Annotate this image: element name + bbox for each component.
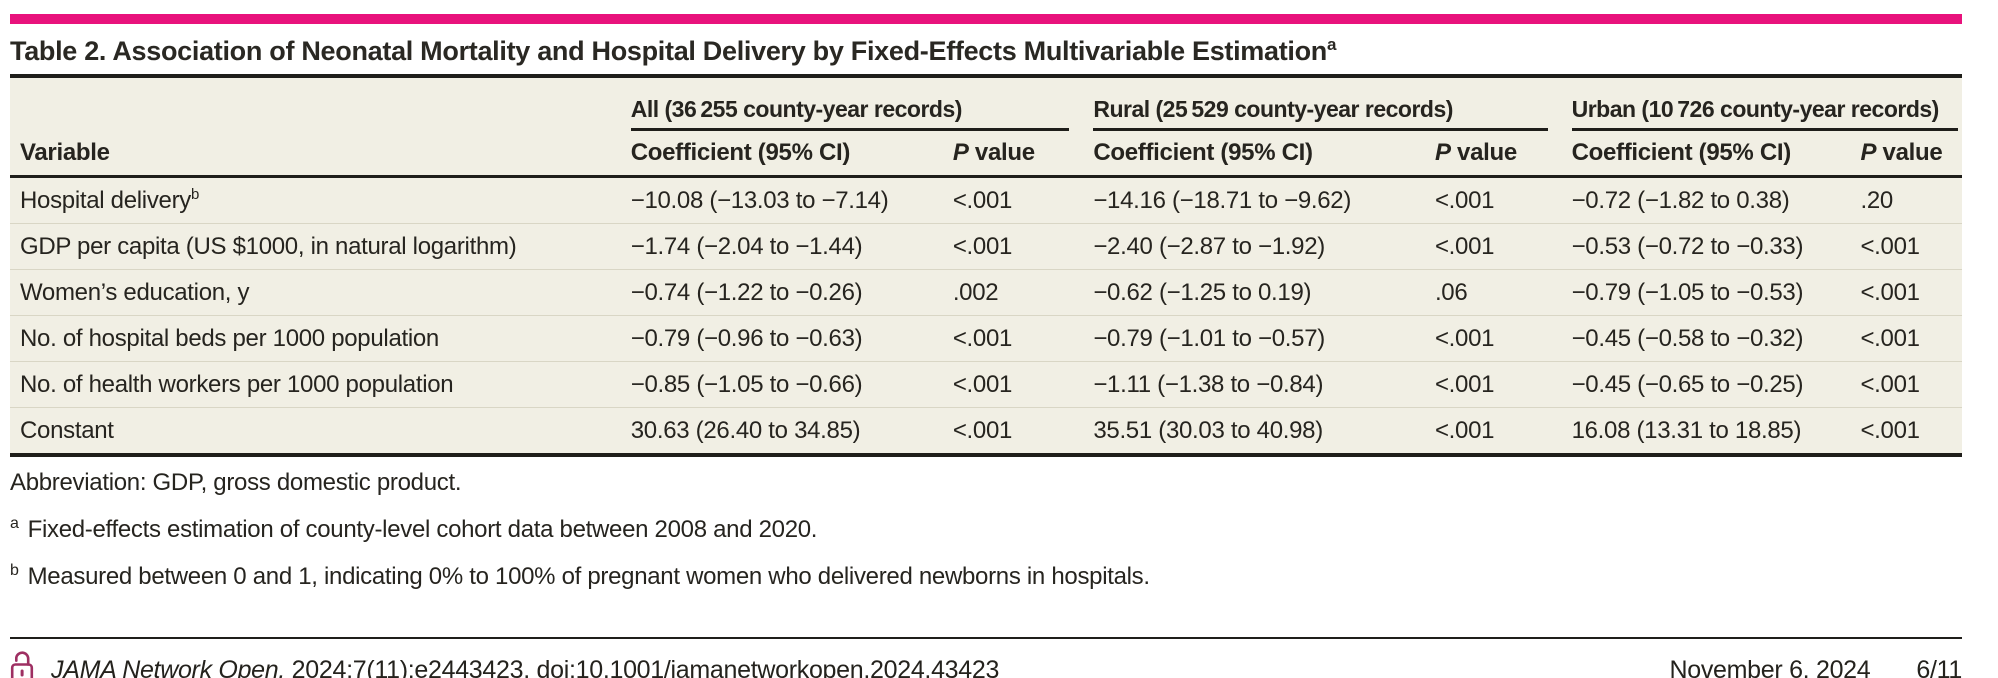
group-header-urban: Urban (10 726 county-year records) <box>1571 92 1958 131</box>
cell-variable: No. of health workers per 1000 populatio… <box>10 371 631 399</box>
variable-label: No. of hospital beds per 1000 population <box>20 324 439 352</box>
cell-urban-pvalue: <.001 <box>1860 416 1920 444</box>
p-italic: P <box>1434 139 1451 166</box>
table-row: Women’s education, y −0.74 (−1.22 to −0.… <box>10 269 1962 315</box>
cell-rural-coefficient: −14.16 (−18.71 to −9.62) <box>1093 186 1352 214</box>
group-header-row: All (36 255 county-year records) Rural (… <box>10 78 1962 131</box>
cell-all-pvalue: .002 <box>952 278 999 306</box>
cell-all-coefficient: 30.63 (26.40 to 34.85) <box>630 416 861 444</box>
cell-rural-coefficient: 35.51 (30.03 to 40.98) <box>1093 416 1323 444</box>
table-row: GDP per capita (US $1000, in natural log… <box>10 223 1962 269</box>
citation-details: 2024;7(11):e2443423. doi:10.1001/jamanet… <box>285 655 1000 678</box>
variable-label: Constant <box>20 416 114 444</box>
column-header-variable: Variable <box>20 139 110 166</box>
cell-urban-coefficient: 16.08 (13.31 to 18.85) <box>1571 416 1802 444</box>
variable-label: No. of health workers per 1000 populatio… <box>20 370 454 398</box>
cell-rural-pvalue: <.001 <box>1434 370 1495 398</box>
cell-urban-pvalue: <.001 <box>1860 232 1920 260</box>
cell-rural-pvalue: <.001 <box>1434 186 1495 214</box>
cell-urban-coefficient: −0.45 (−0.58 to −0.32) <box>1571 324 1804 352</box>
abbreviation-note: Abbreviation: GDP, gross domestic produc… <box>10 469 462 496</box>
cell-variable: GDP per capita (US $1000, in natural log… <box>10 233 631 261</box>
open-access-lock-icon <box>10 649 37 678</box>
cell-rural-coefficient: −0.79 (−1.01 to −0.57) <box>1093 324 1325 352</box>
cell-rural-pvalue: <.001 <box>1434 416 1495 444</box>
cell-all-pvalue: <.001 <box>952 416 1013 444</box>
column-header-row: Variable Coefficient (95% CI) P value Co… <box>10 131 1962 178</box>
cell-variable: Constant <box>10 417 631 445</box>
page-footer: JAMA Network Open. 2024;7(11):e2443423. … <box>10 639 1962 678</box>
column-header-coefficient-all: Coefficient (95% CI) <box>630 139 851 166</box>
cell-urban-coefficient: −0.45 (−0.65 to −0.25) <box>1571 370 1804 398</box>
variable-superscript: b <box>190 185 200 203</box>
cell-rural-coefficient: −2.40 (−2.87 to −1.92) <box>1093 232 1325 260</box>
table-title: Table 2. Association of Neonatal Mortali… <box>10 30 1962 74</box>
footer-rule <box>10 637 1962 639</box>
results-table: All (36 255 county-year records) Rural (… <box>10 74 1962 457</box>
cell-all-coefficient: −10.08 (−13.03 to −7.14) <box>630 186 889 214</box>
p-rest: value <box>968 139 1035 166</box>
cell-urban-pvalue: <.001 <box>1860 370 1920 398</box>
footer-meta: November 6, 2024 6/11 <box>1670 656 1963 678</box>
table-row: Constant 30.63 (26.40 to 34.85) <.001 35… <box>10 407 1962 453</box>
cell-urban-pvalue: <.001 <box>1860 324 1920 352</box>
column-header-pvalue-rural: P value <box>1435 139 1572 167</box>
cell-variable: No. of hospital beds per 1000 population <box>10 325 631 353</box>
column-header-pvalue-all: P value <box>953 139 1094 167</box>
cell-all-coefficient: −0.79 (−0.96 to −0.63) <box>630 324 863 352</box>
cell-variable: Hospital deliveryb <box>10 187 631 215</box>
journal-name: JAMA Network Open. <box>51 655 286 678</box>
cell-all-pvalue: <.001 <box>952 324 1013 352</box>
cell-rural-pvalue: <.001 <box>1434 324 1495 352</box>
cell-variable: Women’s education, y <box>10 279 631 307</box>
cell-rural-coefficient: −1.11 (−1.38 to −0.84) <box>1093 370 1324 398</box>
variable-label: Hospital delivery <box>20 186 191 214</box>
cell-rural-coefficient: −0.62 (−1.25 to 0.19) <box>1093 278 1312 306</box>
footer-date: November 6, 2024 <box>1669 655 1871 678</box>
variable-label: Women’s education, y <box>20 278 250 306</box>
group-header-rural: Rural (25 529 county-year records) <box>1093 92 1548 131</box>
footer-page-number: 6/11 <box>1916 655 1962 678</box>
footnote-text: Fixed-effects estimation of county-level… <box>27 516 818 543</box>
footnote-marker: a <box>10 515 19 532</box>
footnote-text: Measured between 0 and 1, indicating 0% … <box>27 563 1150 590</box>
column-header-coefficient-rural: Coefficient (95% CI) <box>1093 139 1313 166</box>
cell-urban-coefficient: −0.53 (−0.72 to −0.33) <box>1571 232 1804 260</box>
column-header-pvalue-urban: P value <box>1860 139 1962 167</box>
p-rest: value <box>1450 139 1517 166</box>
cell-all-coefficient: −0.85 (−1.05 to −0.66) <box>630 370 863 398</box>
citation-text: JAMA Network Open. 2024;7(11):e2443423. … <box>51 656 999 678</box>
variable-label: GDP per capita (US $1000, in natural log… <box>20 232 517 260</box>
cell-all-coefficient: −0.74 (−1.22 to −0.26) <box>630 278 863 306</box>
cell-urban-coefficient: −0.72 (−1.82 to 0.38) <box>1571 186 1790 214</box>
group-header-spacer <box>10 78 631 131</box>
cell-rural-pvalue: <.001 <box>1434 232 1495 260</box>
table-row: No. of health workers per 1000 populatio… <box>10 361 1962 407</box>
cell-urban-pvalue: <.001 <box>1860 278 1920 306</box>
cell-all-pvalue: <.001 <box>952 232 1013 260</box>
footnote-b: b Measured between 0 and 1, indicating 0%… <box>10 561 1962 593</box>
cell-rural-pvalue: .06 <box>1434 278 1468 306</box>
table-row: Hospital deliveryb −10.08 (−13.03 to −7.… <box>10 178 1962 223</box>
cell-urban-pvalue: .20 <box>1860 186 1893 214</box>
table-title-superscript: a <box>1327 35 1337 54</box>
footnotes: Abbreviation: GDP, gross domestic produc… <box>10 467 1962 593</box>
cell-all-pvalue: <.001 <box>952 370 1013 398</box>
group-header-all: All (36 255 county-year records) <box>630 92 1070 131</box>
footnote-a: a Fixed-effects estimation of county-leve… <box>10 514 1962 546</box>
column-header-coefficient-urban: Coefficient (95% CI) <box>1571 139 1792 166</box>
table-row: No. of hospital beds per 1000 population… <box>10 315 1962 361</box>
footer-citation: JAMA Network Open. 2024;7(11):e2443423. … <box>10 649 999 678</box>
accent-bar <box>10 14 1962 24</box>
p-italic: P <box>1860 139 1877 166</box>
footnote-marker: b <box>10 562 19 579</box>
cell-all-pvalue: <.001 <box>952 186 1013 214</box>
cell-all-coefficient: −1.74 (−2.04 to −1.44) <box>630 232 863 260</box>
table-title-text: Table 2. Association of Neonatal Mortali… <box>10 36 1328 66</box>
p-italic: P <box>952 139 969 166</box>
p-rest: value <box>1876 139 1943 166</box>
cell-urban-coefficient: −0.79 (−1.05 to −0.53) <box>1571 278 1804 306</box>
